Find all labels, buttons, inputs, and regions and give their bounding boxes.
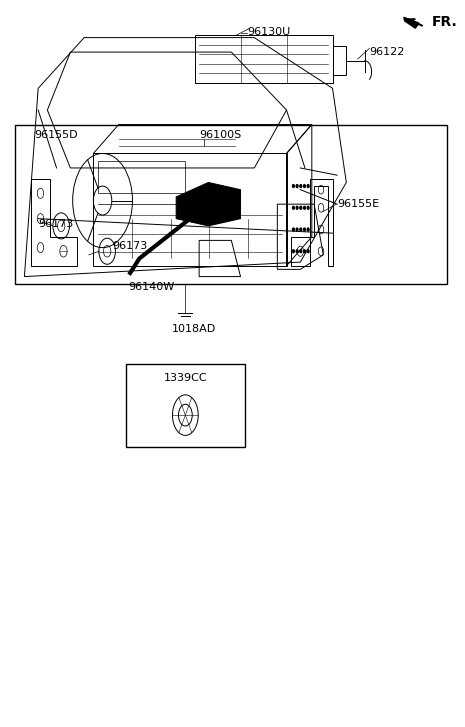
Text: 96122: 96122 <box>369 47 405 57</box>
Circle shape <box>296 185 298 188</box>
Circle shape <box>307 250 309 253</box>
Circle shape <box>307 228 309 231</box>
Text: 96155D: 96155D <box>34 130 78 140</box>
Text: FR.: FR. <box>432 15 457 28</box>
Circle shape <box>296 228 298 231</box>
Bar <box>126 364 245 447</box>
Circle shape <box>304 206 306 209</box>
Circle shape <box>300 185 302 188</box>
Circle shape <box>292 228 294 231</box>
Circle shape <box>296 206 298 209</box>
Text: 1339CC: 1339CC <box>164 374 207 383</box>
Text: 1018AD: 1018AD <box>172 324 216 334</box>
Text: 96100S: 96100S <box>199 130 241 140</box>
Bar <box>93 153 286 266</box>
Text: 96155E: 96155E <box>337 199 379 209</box>
Circle shape <box>304 228 306 231</box>
Circle shape <box>296 250 298 253</box>
Text: 96130U: 96130U <box>247 27 291 37</box>
Bar <box>15 124 447 284</box>
Text: 96173: 96173 <box>38 219 73 229</box>
Circle shape <box>307 206 309 209</box>
Text: 96173: 96173 <box>112 241 147 251</box>
Circle shape <box>300 228 302 231</box>
Polygon shape <box>404 17 419 28</box>
Circle shape <box>292 185 294 188</box>
Text: 96140W: 96140W <box>128 283 174 292</box>
Circle shape <box>300 250 302 253</box>
Circle shape <box>292 250 294 253</box>
Circle shape <box>292 206 294 209</box>
Circle shape <box>304 250 306 253</box>
Bar <box>194 36 332 82</box>
Circle shape <box>307 185 309 188</box>
Bar <box>332 47 346 76</box>
Circle shape <box>304 185 306 188</box>
Bar <box>98 161 185 193</box>
Polygon shape <box>176 182 240 226</box>
Circle shape <box>300 206 302 209</box>
